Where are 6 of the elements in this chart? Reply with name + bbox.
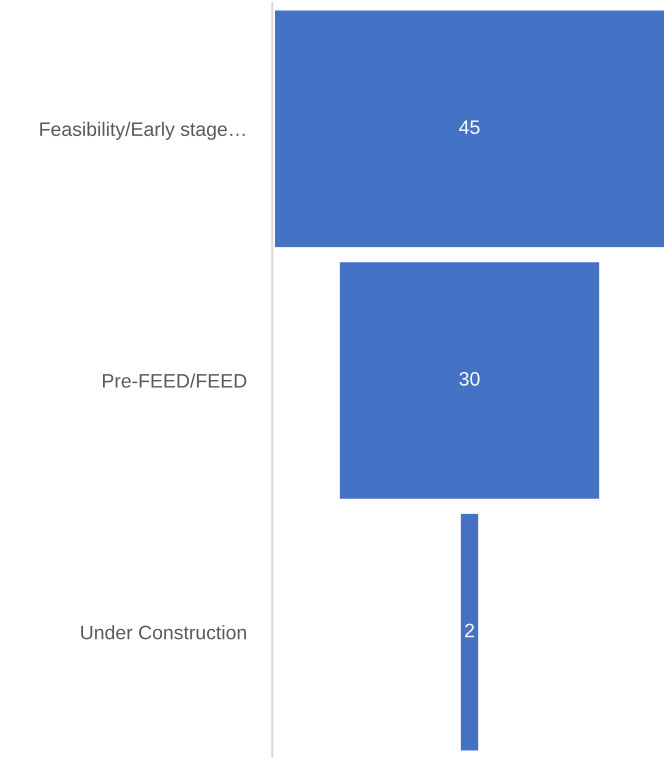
data-label: 30 xyxy=(459,372,480,386)
data-label: 2 xyxy=(465,624,474,638)
category-label: Feasibility/Early stage… xyxy=(40,122,245,140)
category-label: Under Construction xyxy=(81,625,246,640)
data-label: 45 xyxy=(459,120,480,134)
category-label: Pre-FEED/FEED xyxy=(102,373,246,388)
